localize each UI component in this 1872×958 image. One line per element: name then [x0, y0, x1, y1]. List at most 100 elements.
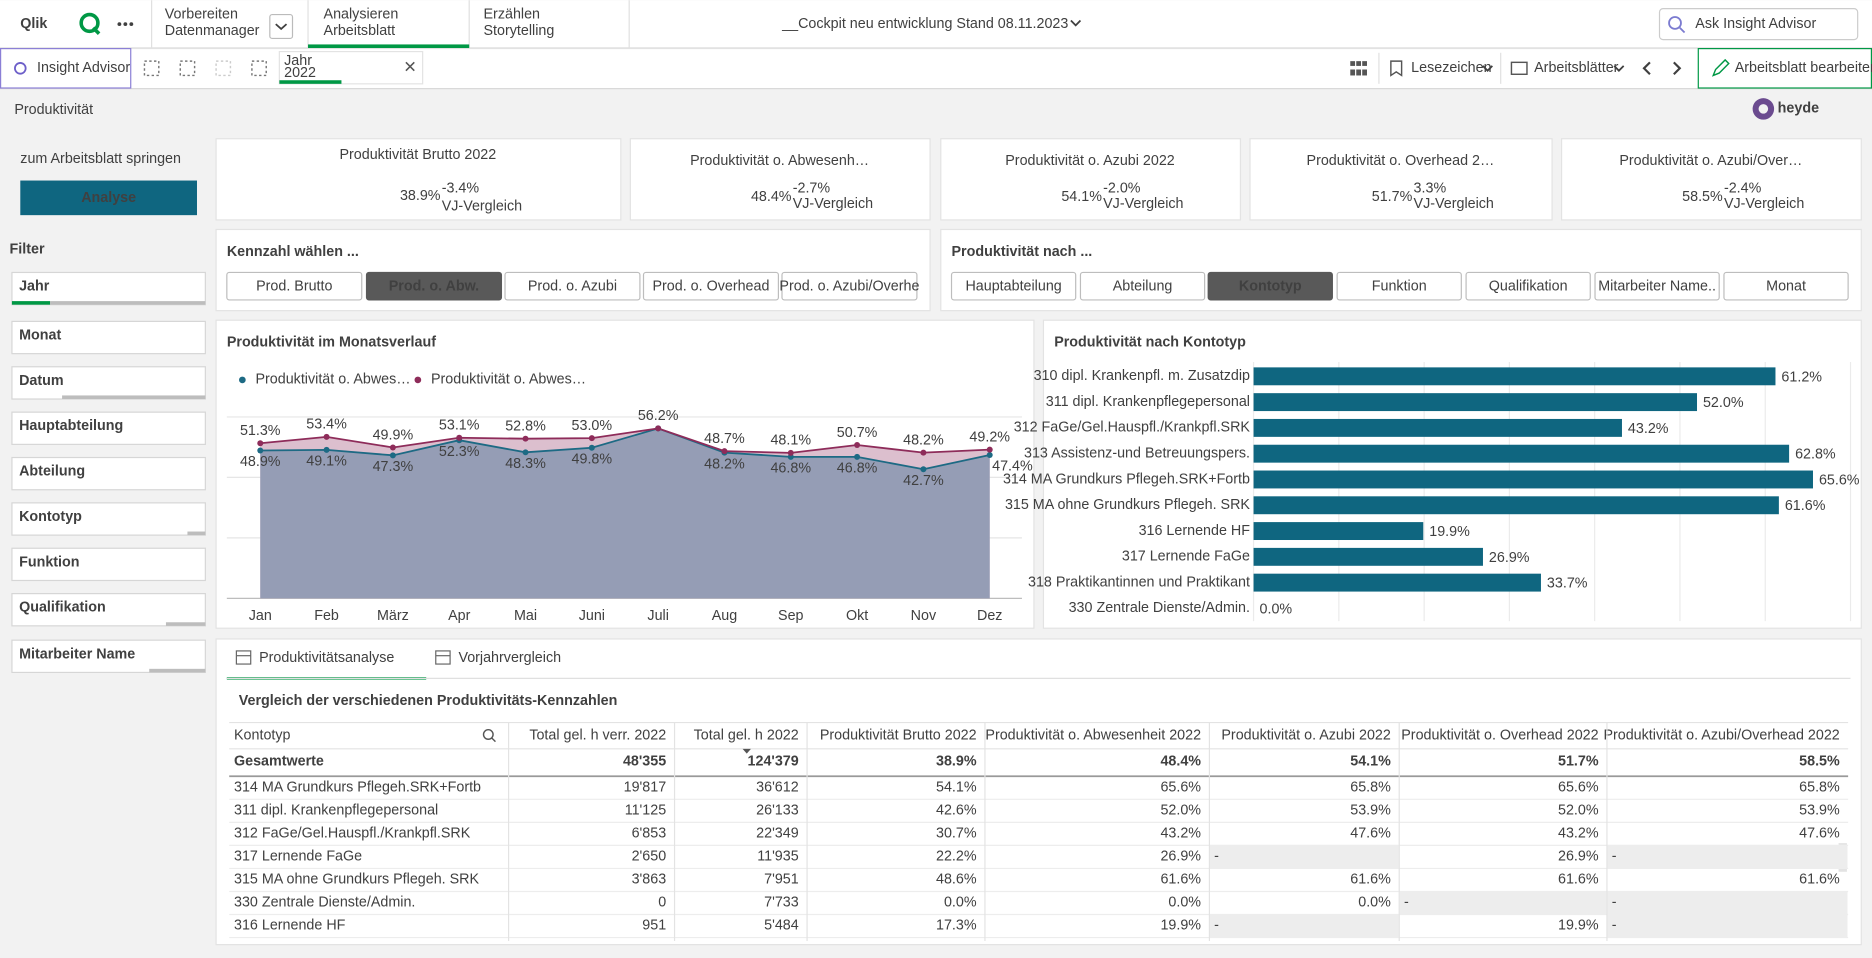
insight-advisor-label[interactable]: Insight Advisor — [37, 60, 130, 76]
bar[interactable] — [1253, 573, 1541, 592]
point[interactable] — [323, 433, 330, 440]
picker-button-label[interactable]: Kontotyp — [1239, 279, 1302, 295]
point[interactable] — [257, 447, 264, 454]
tab-label[interactable]: Erzählen — [484, 6, 541, 22]
picker-button-label[interactable]: Monat — [1766, 279, 1806, 295]
point[interactable] — [655, 425, 662, 432]
filter-box[interactable] — [11, 639, 206, 674]
point[interactable] — [257, 440, 264, 447]
point[interactable] — [456, 434, 463, 441]
picker-button[interactable] — [1336, 271, 1462, 301]
point[interactable] — [920, 449, 927, 456]
filter-box[interactable] — [11, 411, 206, 445]
picker-button-label[interactable]: Prod. o. Overhead — [652, 279, 769, 295]
filter-box[interactable] — [11, 502, 206, 536]
bar[interactable] — [1253, 470, 1813, 489]
tab-sub[interactable]: Datenmanager — [165, 23, 260, 39]
picker-button-label[interactable]: Hauptabteilung — [965, 279, 1061, 295]
filter-label[interactable]: Qualifikation — [19, 600, 106, 616]
point[interactable] — [522, 449, 529, 456]
picker-button-label[interactable]: Abteilung — [1113, 279, 1173, 295]
filter-box[interactable] — [11, 593, 206, 627]
tab-label[interactable]: Vorbereiten — [165, 6, 238, 22]
legend-label[interactable]: Produktivität o. Abwes… — [431, 372, 586, 388]
picker-button[interactable] — [365, 271, 503, 301]
insight-advisor-button[interactable] — [0, 48, 132, 89]
column-search[interactable] — [482, 728, 494, 740]
picker-button[interactable] — [1079, 271, 1206, 301]
point[interactable] — [920, 466, 927, 473]
analyse-button[interactable] — [20, 180, 197, 216]
selection-chip[interactable] — [278, 50, 424, 85]
tab-sub[interactable]: Storytelling — [484, 23, 555, 39]
tab-sub[interactable]: Arbeitsblatt — [324, 23, 396, 39]
point[interactable] — [522, 435, 529, 442]
filter-label[interactable]: Funktion — [19, 554, 79, 570]
point[interactable] — [854, 442, 861, 449]
filter-box[interactable] — [11, 547, 206, 582]
picker-button[interactable] — [642, 271, 780, 301]
filter-label[interactable]: Monat — [19, 328, 61, 344]
clear-selection[interactable] — [405, 61, 415, 72]
filter-label[interactable]: Hauptabteilung — [19, 418, 123, 434]
picker-button[interactable] — [1594, 271, 1720, 301]
tab-dropdown[interactable] — [269, 13, 294, 40]
search-box[interactable] — [1658, 8, 1859, 41]
bar[interactable] — [1253, 367, 1776, 386]
point[interactable] — [389, 452, 396, 459]
table-tab[interactable]: Vorjahrvergleich — [458, 650, 561, 666]
bar[interactable] — [1253, 418, 1622, 437]
grid-icon[interactable] — [1350, 61, 1367, 76]
picker-button[interactable] — [1723, 271, 1849, 301]
filter-box[interactable] — [11, 366, 206, 400]
bookmarks-label[interactable]: Lesezeichen — [1411, 60, 1491, 76]
filter-box[interactable] — [11, 320, 206, 355]
bar[interactable] — [1253, 444, 1790, 463]
picker-button-label[interactable]: Prod. o. Azubi — [528, 279, 617, 295]
point[interactable] — [323, 446, 330, 453]
sheets-label[interactable]: Arbeitsblätter — [1534, 60, 1619, 76]
picker-button-label[interactable]: Prod. o. Azubi/Overhe — [779, 279, 919, 295]
filter-label[interactable]: Abteilung — [19, 464, 85, 480]
filter-label[interactable]: Datum — [19, 373, 64, 389]
table-tab[interactable]: Produktivitätsanalyse — [259, 650, 394, 666]
point[interactable] — [986, 452, 993, 459]
picker-button[interactable] — [1465, 271, 1591, 301]
picker-button[interactable] — [950, 271, 1077, 301]
bar[interactable] — [1253, 547, 1483, 566]
filter-label[interactable]: Kontotyp — [19, 509, 82, 525]
bar[interactable] — [1253, 522, 1424, 541]
picker-button[interactable] — [226, 271, 363, 301]
tool-icon[interactable] — [215, 60, 232, 77]
picker-button-label[interactable]: Prod. Brutto — [256, 279, 332, 295]
tool-icon[interactable] — [179, 60, 196, 77]
bar[interactable] — [1253, 496, 1779, 515]
filter-label[interactable]: Mitarbeiter Name — [19, 646, 135, 662]
point[interactable] — [389, 444, 396, 451]
point[interactable] — [787, 449, 794, 456]
picker-button[interactable] — [781, 271, 918, 301]
filter-box[interactable] — [11, 456, 206, 491]
previous-sheet[interactable] — [1642, 61, 1651, 76]
filter-label[interactable]: Jahr — [19, 279, 50, 295]
point[interactable] — [588, 444, 595, 451]
edit-sheet-button[interactable] — [1697, 48, 1872, 89]
bar[interactable] — [1253, 393, 1698, 412]
point[interactable] — [721, 448, 728, 455]
picker-button-label[interactable]: Mitarbeiter Name.. — [1598, 279, 1716, 295]
point[interactable] — [588, 435, 595, 442]
tab-label[interactable]: Analysieren — [324, 6, 399, 22]
picker-button-label[interactable]: Funktion — [1372, 279, 1427, 295]
picker-button-label[interactable]: Qualifikation — [1489, 279, 1568, 295]
analyse-label[interactable]: Analyse — [81, 190, 136, 206]
menu-dots[interactable] — [117, 22, 134, 27]
legend-label[interactable]: Produktivität o. Abwes… — [255, 372, 410, 388]
picker-button[interactable] — [1207, 271, 1333, 301]
edit-label[interactable]: Arbeitsblatt bearbeiten — [1735, 60, 1872, 76]
point[interactable] — [986, 446, 993, 453]
point[interactable] — [854, 453, 861, 460]
picker-button-label[interactable]: Prod. o. Abw. — [389, 279, 479, 295]
picker-button[interactable] — [504, 271, 641, 301]
tool-icon[interactable] — [143, 60, 160, 77]
next-sheet[interactable] — [1673, 61, 1682, 76]
